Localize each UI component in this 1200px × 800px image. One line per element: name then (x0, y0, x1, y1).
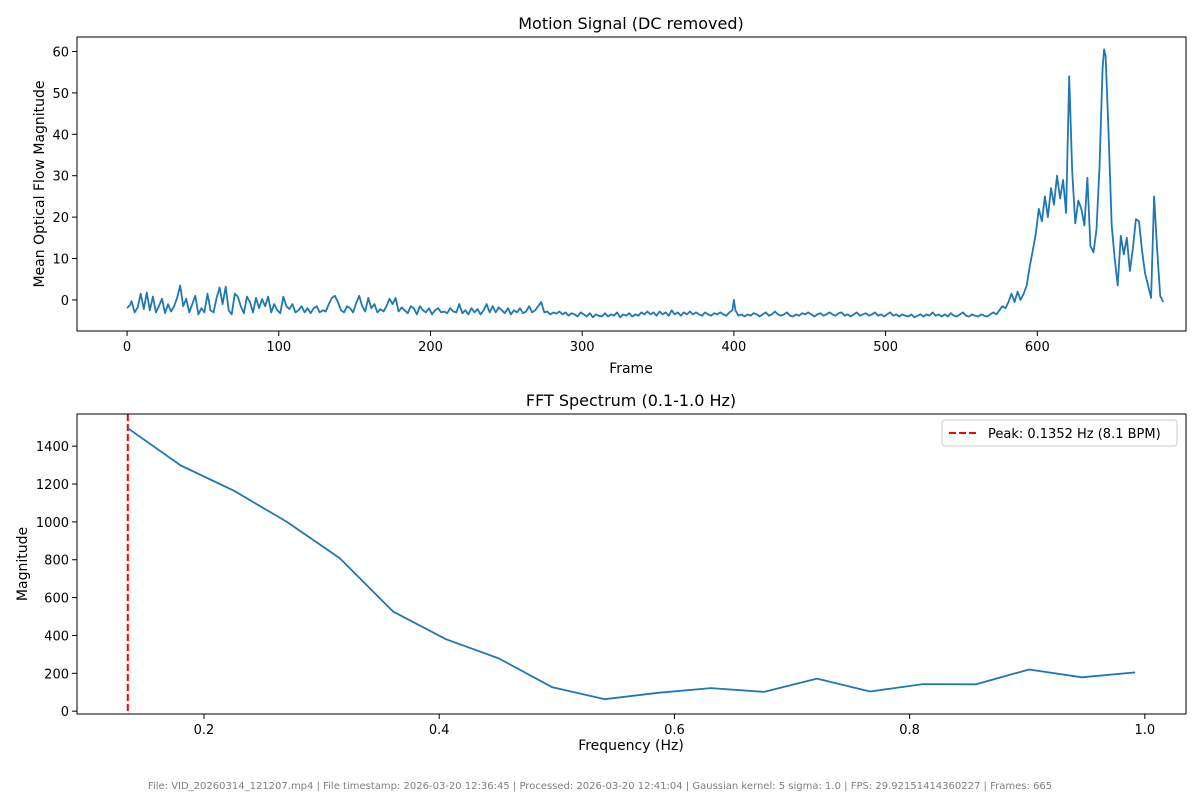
fft-chart-title: FFT Spectrum (0.1-1.0 Hz) (526, 391, 736, 410)
motion-y-tick-label: 0 (61, 294, 69, 309)
motion-x-tick-label: 500 (873, 340, 898, 355)
fft-x-ticks: 0.2 0.4 0.6 0.8 1.0 (194, 714, 1155, 738)
motion-y-tick-label: 10 (52, 253, 69, 268)
fft-legend: Peak: 0.1352 Hz (8.1 BPM) (941, 419, 1178, 447)
fft-y-axis-label: Magnitude (15, 527, 31, 601)
motion-x-tick-label: 0 (123, 340, 131, 355)
motion-x-axis-label: Frame (609, 361, 653, 377)
fft-x-tick-label: 0.2 (194, 723, 215, 738)
motion-chart-title: Motion Signal (DC removed) (518, 14, 744, 33)
fft-series-group (126, 414, 1136, 714)
fft-y-tick-label: 1400 (36, 440, 69, 455)
footer-metadata: File: VID_20260314_121207.mp4 | File tim… (147, 781, 1053, 792)
fft-x-axis-label: Frequency (Hz) (578, 738, 684, 754)
motion-series-group (126, 48, 1165, 319)
motion-y-tick-label: 30 (52, 170, 69, 185)
motion-plot-frame (76, 36, 1187, 332)
motion-y-ticks: 0 10 20 30 40 50 60 (52, 45, 77, 309)
motion-y-tick-label: 40 (52, 128, 69, 143)
motion-x-ticks: 0 100 200 300 400 500 600 (123, 331, 1050, 355)
fft-y-tick-label: 0 (61, 705, 69, 720)
fft-x-tick-label: 1.0 (1134, 723, 1155, 738)
motion-y-axis-label: Mean Optical Flow Magnitude (32, 80, 48, 287)
fft-y-tick-label: 200 (44, 667, 69, 682)
fft-plot-frame (76, 413, 1187, 715)
motion-x-tick-label: 400 (721, 340, 746, 355)
fft-y-tick-label: 1200 (36, 478, 69, 493)
motion-x-tick-label: 200 (418, 340, 443, 355)
fft-y-tick-label: 600 (44, 592, 69, 607)
fft-spectrum-chart: FFT Spectrum (0.1-1.0 Hz) 0.2 0.4 0.6 0.8 1.… (15, 391, 1187, 754)
motion-series-line-motion (126, 48, 1165, 319)
fft-x-tick-label: 0.4 (429, 723, 450, 738)
legend-box (941, 419, 1178, 447)
fft-y-tick-label: 1000 (36, 516, 69, 531)
fft-x-tick-label: 0.6 (664, 723, 685, 738)
motion-signal-chart: Motion Signal (DC removed) 0 100 200 300 400… (32, 14, 1187, 377)
fft-y-tick-label: 800 (44, 554, 69, 569)
legend-peak-label: Peak: 0.1352 Hz (8.1 BPM) (988, 427, 1161, 442)
fft-y-tick-label: 400 (44, 629, 69, 644)
motion-x-tick-label: 300 (570, 340, 595, 355)
motion-y-tick-label: 60 (52, 45, 69, 60)
fft-series-line-spectrum (127, 427, 1136, 701)
fft-x-tick-label: 0.8 (899, 723, 920, 738)
motion-y-tick-label: 50 (52, 87, 69, 102)
fft-y-ticks: 0 200 400 600 800 1000 1200 1400 (36, 440, 77, 720)
motion-x-tick-label: 100 (266, 340, 291, 355)
motion-x-tick-label: 600 (1025, 340, 1050, 355)
motion-y-tick-label: 20 (52, 211, 69, 226)
